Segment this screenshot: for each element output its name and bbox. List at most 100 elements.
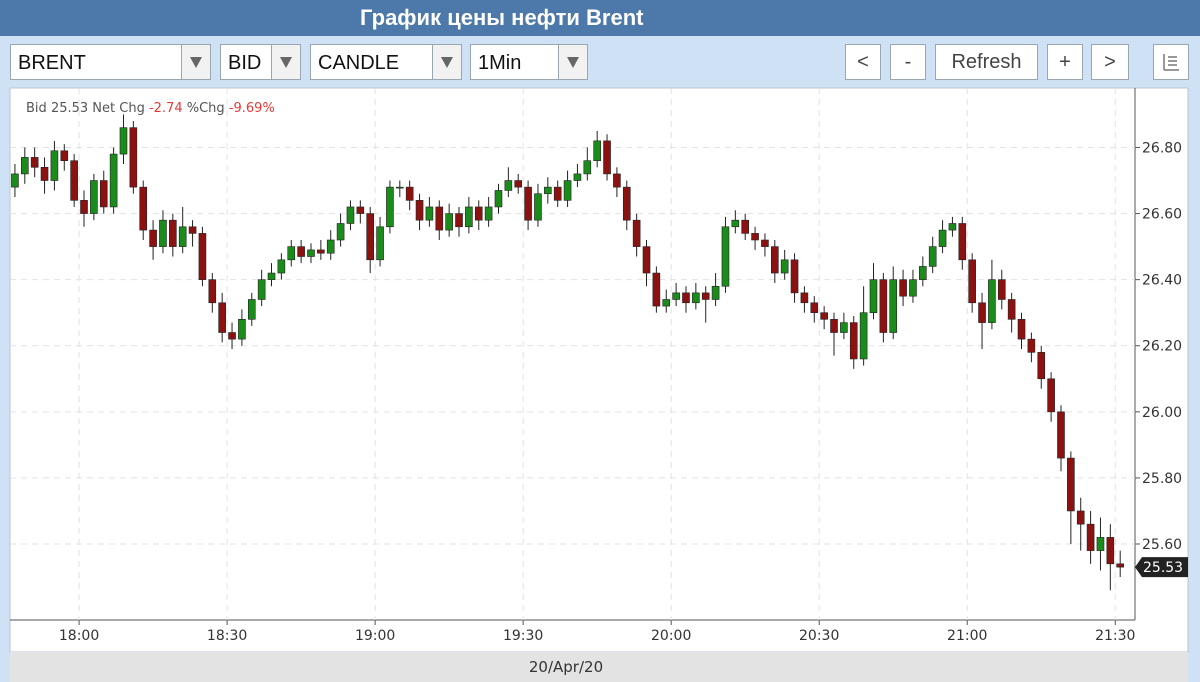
last-price-label: 25.53	[1143, 560, 1183, 576]
candle-body	[751, 233, 759, 241]
candle-body	[544, 186, 552, 195]
candle-body	[228, 332, 236, 340]
x-tick-label: 21:00	[947, 628, 987, 644]
candle-body	[938, 229, 947, 247]
candle-body	[21, 157, 29, 175]
x-tick-label: 19:30	[503, 628, 543, 644]
candle-body	[218, 302, 226, 333]
candle-body	[909, 279, 917, 297]
dropdown-arrow	[432, 45, 461, 79]
candle-body	[139, 186, 148, 231]
table-button[interactable]	[1153, 44, 1189, 80]
candle-body	[563, 180, 572, 201]
style-select[interactable]: CANDLE	[310, 44, 462, 80]
y-tick-label: 26.60	[1142, 207, 1182, 223]
candle-body	[632, 219, 641, 247]
candle-body	[840, 322, 848, 333]
candle-body	[879, 279, 888, 333]
prev-button[interactable]: <	[845, 44, 881, 80]
candle-body	[40, 167, 49, 181]
candle-body	[514, 180, 523, 188]
candle-body	[1076, 510, 1085, 525]
info-label: Net Chg	[92, 101, 145, 116]
y-tick-label: 25.80	[1142, 471, 1182, 487]
symbol-select[interactable]: BRENT	[10, 44, 211, 80]
side-select[interactable]: BID	[220, 44, 301, 80]
candle-body	[997, 279, 1006, 300]
candle-body	[652, 272, 661, 307]
candle-body	[553, 186, 562, 201]
x-tick-label: 20:00	[651, 628, 691, 644]
candle-body	[1106, 537, 1115, 565]
candle-body	[326, 239, 335, 254]
candle-body	[415, 200, 424, 221]
info-value: 25.53	[51, 101, 88, 116]
candle-body	[731, 219, 740, 228]
style-value: CANDLE	[318, 52, 400, 74]
info-label: Bid	[26, 101, 47, 116]
candle-body	[741, 219, 749, 234]
candle-body	[573, 173, 582, 181]
header-title: График цены нефти Brent	[360, 5, 644, 30]
candle-body	[1086, 523, 1095, 551]
candle-body	[159, 219, 167, 247]
interval-value: 1Min	[478, 52, 522, 74]
candle-body	[80, 200, 88, 214]
candle-body	[277, 259, 286, 274]
candle-body	[780, 259, 789, 274]
candle-body	[1007, 299, 1016, 320]
candle-body	[613, 173, 621, 188]
next-button[interactable]: >	[1091, 44, 1129, 80]
y-tick-label: 25.60	[1142, 537, 1182, 553]
y-tick-label: 26.00	[1142, 405, 1182, 421]
candle-body	[484, 206, 493, 221]
candle-body	[307, 249, 315, 257]
zoom-out-button[interactable]: -	[890, 44, 926, 80]
candle-body	[701, 292, 710, 300]
last-price-badge	[1135, 557, 1188, 578]
candle-body	[928, 246, 937, 267]
candle-body	[800, 292, 809, 304]
candle-body	[109, 153, 118, 208]
refresh-button[interactable]: Refresh	[935, 44, 1038, 80]
info-value: -2.74	[149, 101, 183, 116]
x-tick-label: 21:30	[1095, 628, 1135, 644]
candle-body	[1047, 378, 1055, 413]
candle-body	[622, 186, 631, 221]
candle-body	[820, 312, 828, 320]
dropdown-arrow	[181, 45, 210, 79]
candle-body	[474, 206, 483, 221]
info-label: %Chg	[187, 101, 225, 116]
candle-body	[642, 246, 651, 274]
date-bar	[10, 652, 1188, 682]
candle-body	[810, 302, 819, 313]
candle-body	[386, 186, 394, 228]
candle-body	[435, 206, 444, 231]
candle-body	[396, 186, 404, 189]
candle-body	[682, 292, 690, 304]
candle-body	[169, 219, 177, 247]
candle-body	[317, 249, 325, 254]
candle-body	[988, 279, 996, 323]
interval-select[interactable]: 1Min	[470, 44, 588, 80]
y-tick-label: 26.20	[1142, 339, 1182, 355]
candle-body	[60, 150, 69, 161]
x-tick-label: 20:30	[799, 628, 839, 644]
candle-body	[603, 140, 611, 175]
candle-body	[948, 223, 957, 231]
candle-body	[178, 226, 187, 247]
candle-body	[1037, 352, 1046, 380]
symbol-value: BRENT	[18, 52, 86, 74]
dropdown-arrow	[271, 45, 300, 79]
candle-body	[336, 223, 345, 241]
candle-body	[129, 127, 138, 188]
zoom-in-button[interactable]: +	[1047, 44, 1083, 80]
candle-body	[504, 180, 513, 191]
candle-body	[445, 213, 453, 231]
x-tick-label: 19:00	[355, 628, 395, 644]
dropdown-arrow	[558, 45, 587, 79]
candle-body	[238, 319, 246, 340]
candle-body	[465, 206, 473, 228]
candle-body	[849, 322, 858, 360]
